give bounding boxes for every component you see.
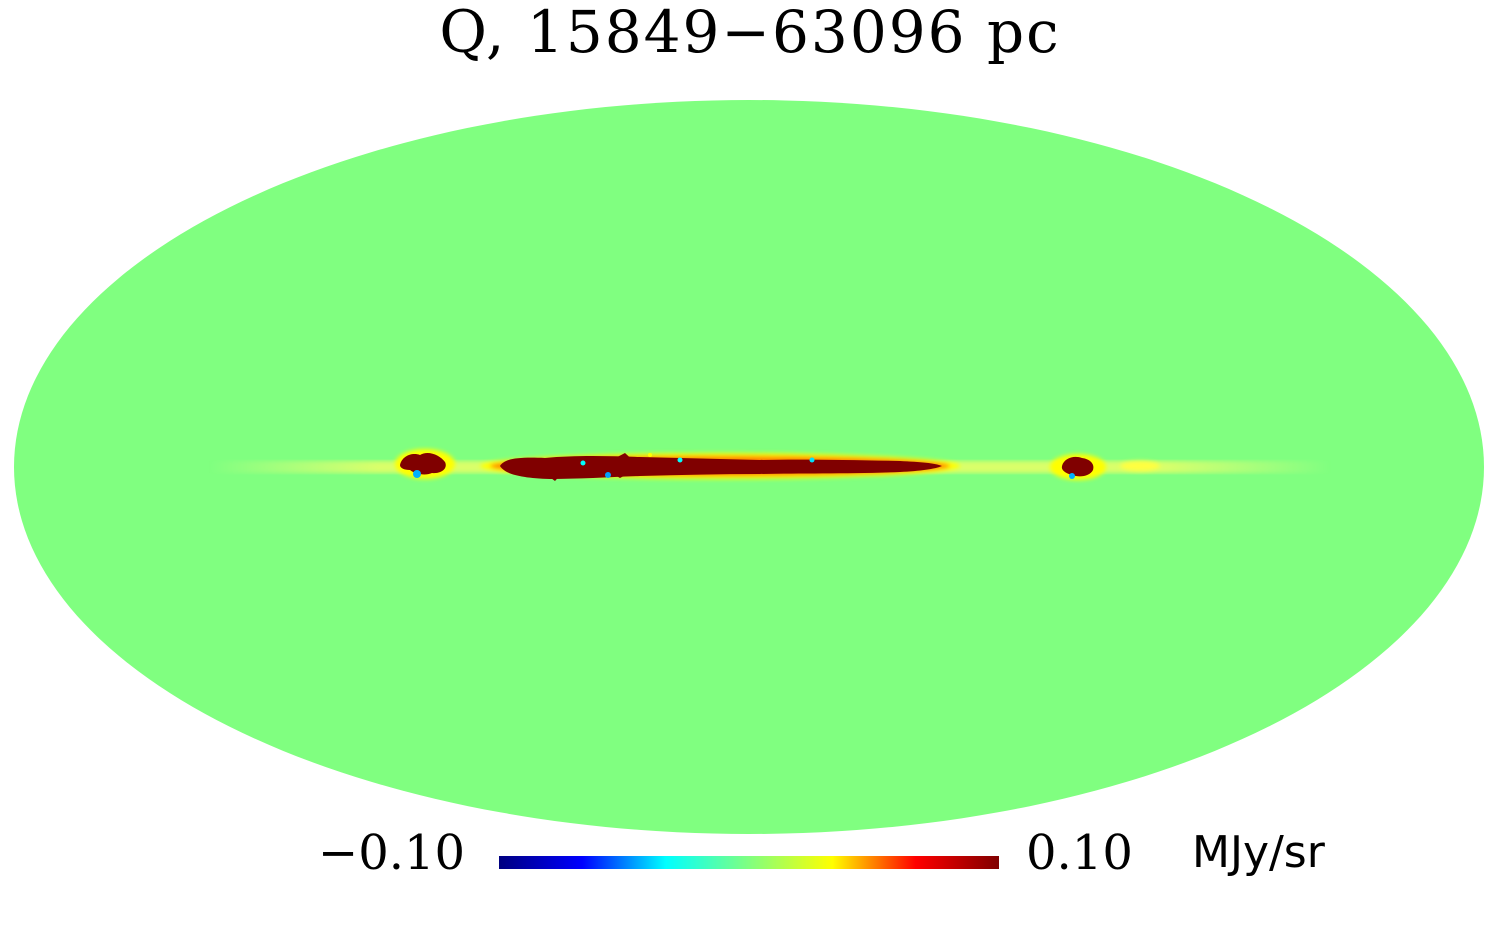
- map-title: Q, 15849−63096 pc: [439, 0, 1061, 66]
- negative-speckles: [580, 453, 815, 478]
- colorbar-unit-label: MJy/sr: [1192, 827, 1325, 878]
- compact-source-left: [400, 452, 446, 478]
- colorbar-max-label: 0.10: [1026, 825, 1133, 881]
- galactic-plane-emission: [500, 453, 942, 481]
- colorbar: [499, 856, 999, 869]
- colorbar-min-label: −0.10: [318, 825, 466, 881]
- compact-source-right: [1061, 456, 1094, 479]
